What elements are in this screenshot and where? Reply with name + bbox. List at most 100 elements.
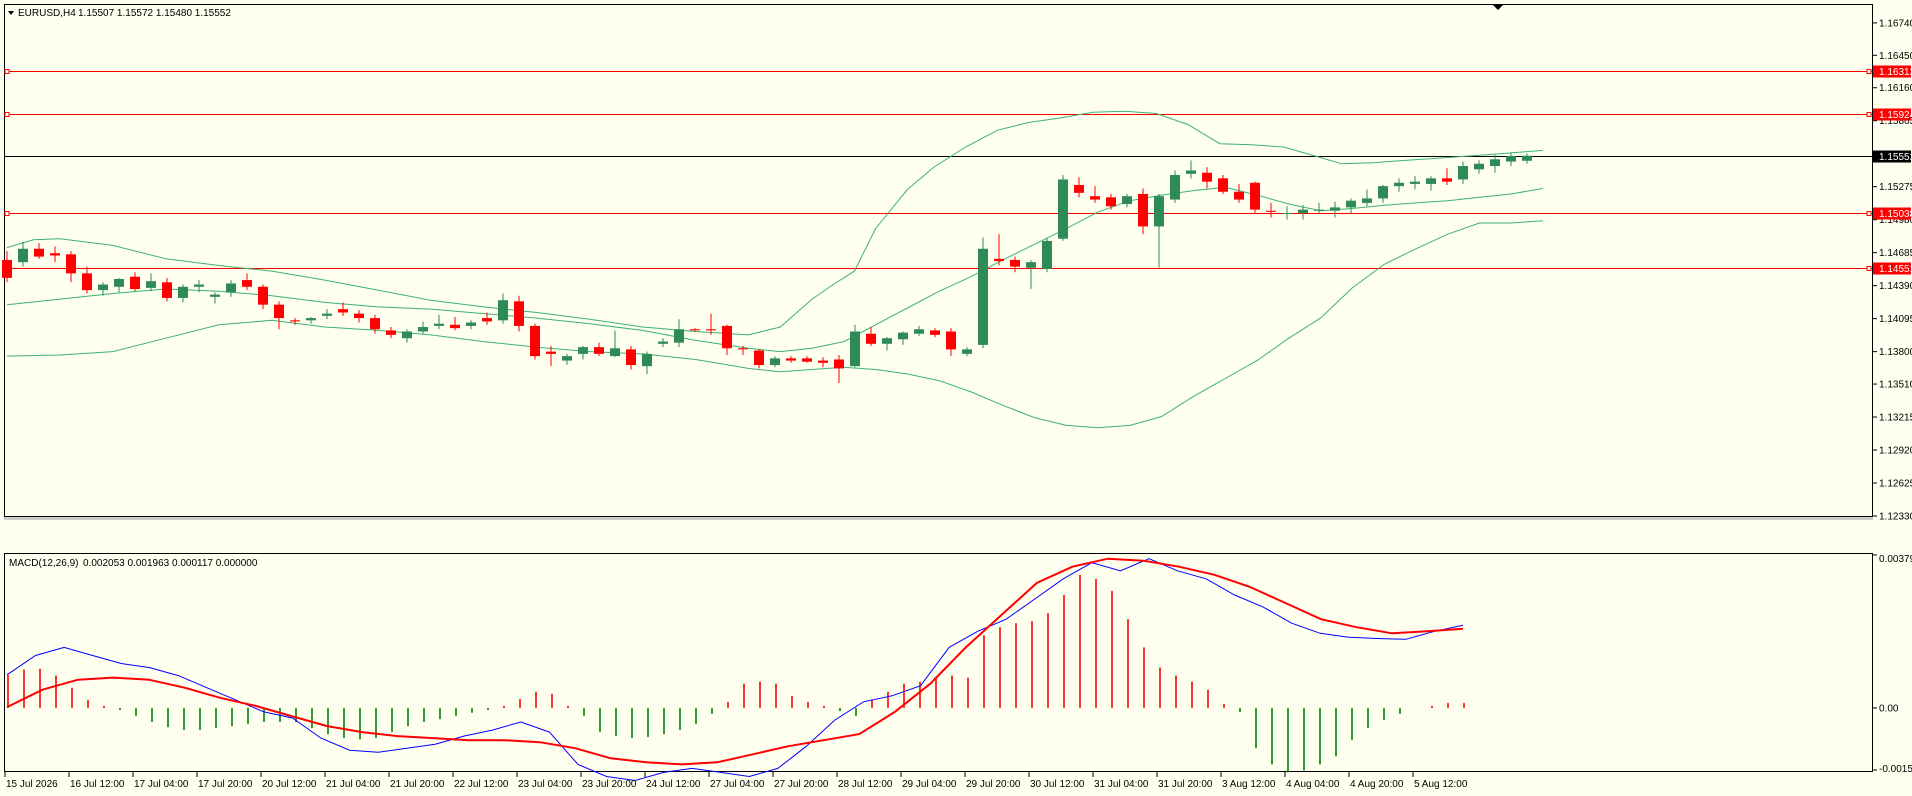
time-tick-label: 4 Aug 04:00 — [1286, 779, 1340, 790]
line-anchor-handle[interactable] — [1866, 69, 1872, 74]
candle-body — [1106, 197, 1116, 207]
candle — [418, 321, 428, 334]
horizontal-lines[interactable]: 1.16312 1.15924 1.15552 1.15038 1.14551 — [4, 65, 1912, 276]
candle — [258, 284, 268, 310]
candle — [226, 280, 236, 297]
pane-splitter[interactable] — [4, 517, 1873, 520]
candle — [1170, 170, 1180, 203]
candle — [1378, 185, 1388, 203]
candle — [114, 277, 124, 293]
candle-body — [1362, 198, 1372, 203]
candle — [1346, 198, 1356, 213]
candle-body — [1282, 212, 1292, 214]
candle — [1458, 161, 1468, 184]
candle — [1298, 205, 1308, 220]
candle — [914, 325, 924, 336]
line-anchor-handle[interactable] — [1866, 211, 1872, 216]
candle — [194, 280, 204, 293]
candle-body — [290, 320, 300, 322]
candle-body — [978, 248, 988, 345]
price-tick-label: 1.16160 — [1879, 83, 1912, 94]
candle — [594, 342, 604, 357]
time-tick-label: 17 Jul 04:00 — [134, 779, 189, 790]
time-tick-label: 16 Jul 12:00 — [70, 779, 125, 790]
candle-body — [1442, 178, 1452, 182]
candle-body — [786, 358, 796, 361]
time-tick-label: 31 Jul 20:00 — [1158, 779, 1213, 790]
candle — [1266, 202, 1276, 218]
line-anchor-handle[interactable] — [1866, 112, 1872, 117]
candle — [1250, 181, 1260, 213]
price-axis[interactable]: 1.16740 1.16450 1.16160 1.15865 1.15275 1.149… — [1873, 18, 1912, 523]
line-price-tag — [1873, 207, 1911, 220]
candle — [1362, 189, 1372, 207]
ohlc-readout: 1.15507 1.15572 1.15480 1.15552 — [78, 8, 231, 19]
candle — [98, 282, 108, 296]
price-tick-label: 1.15275 — [1879, 182, 1912, 193]
candle-body — [162, 282, 172, 298]
line-price-tag — [1873, 65, 1911, 78]
candle — [178, 284, 188, 303]
dropdown-arrow-icon[interactable] — [8, 11, 14, 15]
time-tick-label: 17 Jul 20:00 — [198, 779, 253, 790]
price-tick-label: 1.15865 — [1879, 116, 1912, 127]
candle-body — [1522, 155, 1532, 161]
macd-tick-label: 0.00 — [1879, 703, 1899, 714]
candle-body — [962, 349, 972, 354]
candle — [1218, 174, 1228, 194]
bollinger-middle-line — [6, 186, 1544, 353]
candle-body — [1426, 178, 1436, 184]
price-tick-label: 1.16450 — [1879, 51, 1912, 62]
candle-body — [914, 329, 924, 334]
candle-body — [386, 330, 396, 335]
price-tag-label: 1.15552 — [1879, 152, 1912, 163]
price-tick-label: 1.12920 — [1879, 446, 1912, 457]
candle — [338, 302, 348, 316]
candle — [1042, 237, 1052, 273]
time-tick-label: 21 Jul 04:00 — [326, 779, 381, 790]
candle — [306, 316, 316, 324]
macd-values: 0.002053 0.001963 0.000117 0.000000 — [83, 558, 258, 569]
candle — [770, 356, 780, 368]
bollinger-bands — [6, 110, 1544, 429]
line-anchor-handle[interactable] — [4, 112, 10, 117]
price-tick-label: 1.14390 — [1879, 281, 1912, 292]
candle — [466, 320, 476, 330]
line-anchor-handle[interactable] — [1866, 266, 1872, 271]
candle — [498, 293, 508, 324]
candle-body — [610, 348, 620, 357]
candle — [66, 250, 76, 283]
candle — [658, 338, 668, 348]
candle-body — [466, 322, 476, 326]
symbol-title: EURUSD,H4 — [18, 8, 76, 19]
candle-body — [498, 300, 508, 321]
candle-body — [1410, 181, 1420, 184]
candle-body — [690, 329, 700, 331]
candle-body — [1458, 166, 1468, 180]
line-anchor-handle[interactable] — [4, 211, 10, 216]
candle — [514, 295, 524, 332]
candle — [1074, 177, 1084, 198]
candle — [1106, 193, 1116, 210]
candle — [370, 314, 380, 334]
time-axis[interactable]: 15 Jul 2026 16 Jul 12:00 17 Jul 04:00 17 Ju… — [4, 772, 1468, 790]
candle — [1138, 188, 1148, 235]
candle-body — [306, 318, 316, 321]
candle — [2, 250, 12, 283]
macd-axis[interactable]: 0.003791 0.00 -0.00154 — [1873, 554, 1912, 775]
price-tick-label: 1.12330 — [1879, 512, 1912, 523]
candle-body — [370, 318, 380, 330]
candle-body — [418, 327, 428, 332]
candle-body — [1026, 262, 1036, 268]
chart-shift-marker-icon[interactable] — [1493, 5, 1503, 10]
candle — [898, 331, 908, 345]
candle — [1506, 152, 1516, 167]
candle-body — [482, 318, 492, 322]
candle — [818, 357, 828, 368]
line-price-tag — [1873, 262, 1911, 275]
line-anchor-handle[interactable] — [4, 69, 10, 74]
candle — [402, 329, 412, 343]
candle-body — [194, 284, 204, 287]
